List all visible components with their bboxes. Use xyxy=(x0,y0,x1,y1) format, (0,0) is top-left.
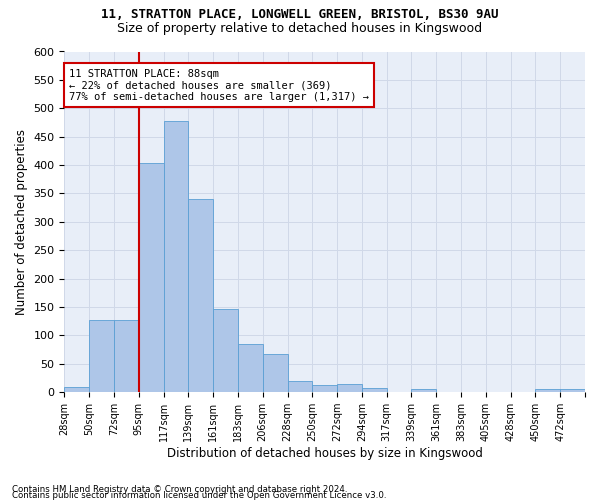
Bar xyxy=(362,388,386,392)
Bar xyxy=(535,390,560,392)
Bar xyxy=(188,198,213,392)
Bar xyxy=(263,354,287,392)
Bar xyxy=(287,382,313,392)
Bar xyxy=(213,310,238,392)
Bar xyxy=(139,163,164,392)
Bar xyxy=(313,386,337,392)
Bar xyxy=(89,320,114,392)
Text: 11, STRATTON PLACE, LONGWELL GREEN, BRISTOL, BS30 9AU: 11, STRATTON PLACE, LONGWELL GREEN, BRIS… xyxy=(101,8,499,21)
Text: Size of property relative to detached houses in Kingswood: Size of property relative to detached ho… xyxy=(118,22,482,35)
Bar xyxy=(337,384,362,392)
Y-axis label: Number of detached properties: Number of detached properties xyxy=(15,129,28,315)
Bar xyxy=(560,390,585,392)
Bar xyxy=(238,344,263,392)
X-axis label: Distribution of detached houses by size in Kingswood: Distribution of detached houses by size … xyxy=(167,447,482,460)
Text: Contains public sector information licensed under the Open Government Licence v3: Contains public sector information licen… xyxy=(12,491,386,500)
Bar xyxy=(412,390,436,392)
Bar xyxy=(114,320,139,392)
Bar xyxy=(64,387,89,392)
Text: Contains HM Land Registry data © Crown copyright and database right 2024.: Contains HM Land Registry data © Crown c… xyxy=(12,485,347,494)
Text: 11 STRATTON PLACE: 88sqm
← 22% of detached houses are smaller (369)
77% of semi-: 11 STRATTON PLACE: 88sqm ← 22% of detach… xyxy=(69,68,369,102)
Bar xyxy=(164,122,188,392)
